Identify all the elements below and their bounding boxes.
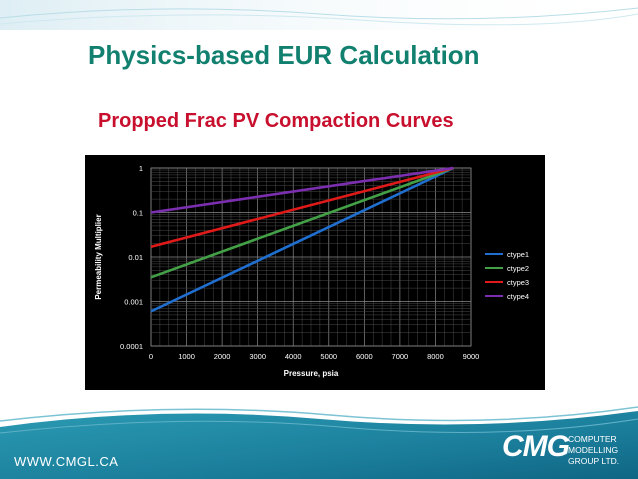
y-tick-label: 0.0001 bbox=[120, 342, 143, 351]
x-tick-label: 4000 bbox=[285, 352, 302, 361]
y-tick-label: 0.001 bbox=[124, 298, 143, 307]
legend-label-ctype2: ctype2 bbox=[507, 264, 529, 273]
x-tick-label: 9000 bbox=[463, 352, 480, 361]
logo-line-1: COMPUTER bbox=[568, 434, 617, 444]
series-line-ctype3 bbox=[150, 166, 454, 249]
legend-label-ctype4: ctype4 bbox=[507, 292, 529, 301]
x-tick-label: 0 bbox=[149, 352, 153, 361]
footer-band bbox=[0, 406, 638, 479]
slide-title: Physics-based EUR Calculation bbox=[88, 40, 480, 70]
y-tick-label: 0.01 bbox=[128, 253, 143, 262]
logo-mark: CMG bbox=[502, 430, 570, 463]
footer-url: WWW.CMGL.CA bbox=[14, 454, 119, 469]
y-tick-label: 0.1 bbox=[133, 209, 143, 218]
logo-text: COMPUTER MODELLING GROUP LTD. bbox=[568, 434, 634, 467]
x-tick-label: 3000 bbox=[249, 352, 266, 361]
series-line-ctype2 bbox=[150, 166, 454, 279]
x-tick-label: 1000 bbox=[178, 352, 195, 361]
x-axis-label: Pressure, psia bbox=[284, 369, 339, 378]
slide-subtitle: Propped Frac PV Compaction Curves bbox=[98, 110, 454, 132]
x-tick-label: 8000 bbox=[427, 352, 444, 361]
legend-label-ctype3: ctype3 bbox=[507, 278, 529, 287]
x-tick-label: 2000 bbox=[214, 352, 231, 361]
logo-line-3: GROUP LTD. bbox=[568, 456, 620, 466]
x-tick-label: 7000 bbox=[392, 352, 409, 361]
y-axis-label: Permeability Multiplier bbox=[94, 214, 103, 299]
top-decoration-band bbox=[0, 0, 638, 30]
y-tick-label: 1 bbox=[139, 164, 143, 173]
compaction-chart: 0 1000 2000 3000 4000 5000 6000 7000 8000 9000 0.0… bbox=[85, 155, 545, 390]
legend-label-ctype1: ctype1 bbox=[507, 250, 529, 259]
x-tick-label: 6000 bbox=[356, 352, 373, 361]
x-tick-label: 5000 bbox=[320, 352, 337, 361]
chart-canvas: 0 1000 2000 3000 4000 5000 6000 7000 8000 9000 0.0… bbox=[94, 164, 529, 378]
logo-line-2: MODELLING bbox=[568, 445, 619, 455]
cmg-logo: CMG COMPUTER MODELLING GROUP LTD. bbox=[498, 428, 633, 474]
series-line-ctype1 bbox=[150, 166, 454, 313]
series-line-ctype4 bbox=[150, 166, 454, 214]
